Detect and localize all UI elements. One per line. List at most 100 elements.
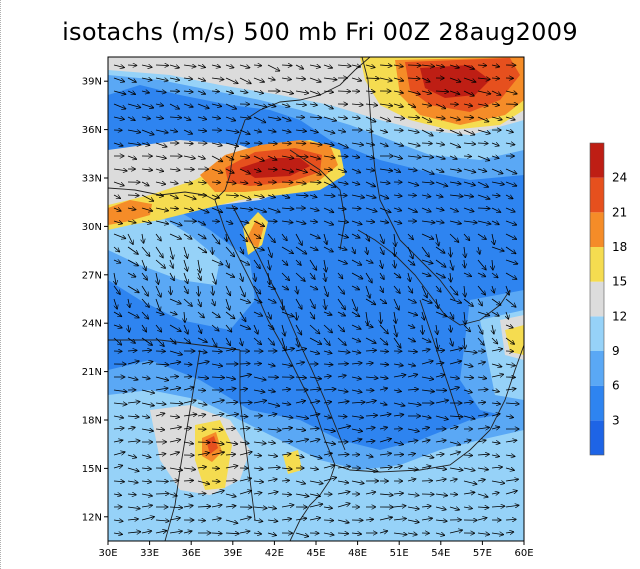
wind-vector-arrow — [127, 156, 136, 159]
wind-vector-arrow — [379, 414, 391, 416]
wind-vector-arrow — [155, 298, 160, 311]
wind-vector-arrow — [435, 285, 441, 292]
wind-vector-arrow — [155, 182, 165, 184]
wind-vector-arrow — [463, 207, 474, 212]
wind-vector-arrow — [323, 442, 335, 444]
wind-vector-arrow — [463, 390, 472, 392]
wind-vector-arrow — [155, 376, 168, 380]
wind-vector-arrow — [393, 104, 403, 107]
wind-vector-arrow — [393, 298, 399, 310]
wind-vector-arrow — [155, 104, 163, 106]
wind-vector-arrow — [450, 324, 451, 332]
lon-tick-label: 60E — [514, 548, 533, 559]
wind-vector-arrow — [505, 440, 517, 442]
wind-vector-arrow — [253, 169, 261, 171]
wind-vector-arrow — [422, 324, 423, 334]
wind-vector-arrow — [267, 479, 277, 481]
wind-vector-arrow — [491, 533, 503, 535]
wind-vector-arrow — [113, 311, 121, 316]
wind-vector-arrow — [351, 285, 359, 290]
wind-vector-arrow — [141, 362, 153, 364]
wind-vector-arrow — [380, 285, 383, 292]
wind-vector-arrow — [309, 130, 318, 132]
wind-vector-arrow — [295, 78, 305, 79]
wind-vector-arrow — [436, 324, 437, 334]
wind-vector-arrow — [449, 129, 462, 135]
wind-vector-arrow — [337, 337, 346, 345]
wind-vector-arrow — [337, 454, 349, 455]
wind-vector-arrow — [379, 467, 392, 468]
wind-vector-arrow — [127, 311, 139, 318]
wind-vector-arrow — [253, 400, 266, 403]
wind-vector-arrow — [407, 311, 417, 315]
wind-vector-arrow — [253, 298, 262, 303]
wind-vector-arrow — [463, 402, 473, 403]
wind-vector-arrow — [267, 155, 277, 160]
wind-vector-arrow — [449, 207, 458, 212]
wind-vector-arrow — [309, 428, 319, 429]
wind-vector-arrow — [281, 389, 290, 390]
wind-vector-arrow — [225, 349, 235, 351]
wind-vector-arrow — [477, 389, 488, 390]
wind-vector-arrow — [435, 440, 446, 442]
wind-vector-arrow — [295, 195, 308, 196]
wind-vector-arrow — [435, 130, 443, 131]
wind-vector-arrow — [309, 439, 320, 442]
wind-vector-arrow — [505, 325, 513, 328]
wind-vector-arrow — [407, 169, 417, 170]
wind-vector-arrow — [421, 195, 430, 197]
wind-vector-arrow — [197, 130, 206, 131]
wind-vector-arrow — [155, 520, 169, 521]
wind-vector-arrow — [141, 350, 151, 351]
wind-vector-arrow — [197, 220, 205, 225]
wind-vector-arrow — [309, 77, 321, 82]
wind-vector-arrow — [449, 416, 462, 417]
wind-vector-arrow — [505, 91, 517, 94]
wind-vector-arrow — [253, 429, 261, 430]
wind-vector-arrow — [407, 468, 418, 470]
wind-vector-arrow — [239, 374, 251, 377]
wind-vector-arrow — [114, 272, 116, 284]
wind-vector-arrow — [463, 143, 475, 144]
wind-vector-arrow — [449, 182, 461, 184]
wind-vector-arrow — [449, 156, 457, 159]
wind-vector-arrow — [253, 468, 263, 469]
wind-vector-arrow — [211, 78, 223, 80]
wind-vector-arrow — [253, 324, 258, 334]
wind-vector-arrow — [379, 453, 391, 455]
wind-vector-arrow — [449, 169, 461, 171]
wind-vector-arrow — [351, 402, 365, 403]
wind-vector-arrow — [435, 375, 444, 377]
wind-vector-arrow — [477, 377, 486, 378]
wind-vector-arrow — [141, 246, 150, 256]
wind-vector-arrow — [141, 481, 151, 482]
wind-vector-arrow — [169, 103, 179, 109]
wind-vector-arrow — [379, 78, 392, 81]
wind-vector-arrow — [267, 64, 279, 71]
wind-vector-arrow — [435, 143, 444, 145]
wind-vector-arrow — [379, 246, 384, 254]
wind-vector-arrow — [407, 117, 419, 118]
wind-vector-arrow — [337, 466, 350, 468]
colorbar-swatch — [590, 420, 604, 455]
wind-vector-arrow — [393, 156, 402, 159]
colorbar-label: 9 — [612, 344, 620, 358]
wind-vector-arrow — [169, 208, 178, 209]
wind-vector-arrow — [267, 390, 275, 392]
colorbar-label: 18 — [612, 240, 627, 254]
wind-vector-arrow — [239, 156, 249, 157]
wind-vector-arrow — [267, 169, 277, 170]
wind-vector-arrow — [169, 427, 181, 429]
wind-vector-arrow — [309, 298, 315, 308]
wind-vector-arrow — [463, 195, 473, 197]
wind-vector-arrow — [323, 337, 330, 345]
wind-vector-arrow — [295, 532, 308, 536]
wind-vector-arrow — [127, 208, 136, 210]
wind-vector-arrow — [197, 246, 206, 252]
wind-vector-arrow — [477, 324, 483, 334]
wind-vector-arrow — [225, 442, 237, 444]
wind-vector-arrow — [505, 389, 516, 390]
wind-vector-arrow — [450, 311, 453, 319]
wind-vector-arrow — [253, 103, 267, 107]
wind-vector-arrow — [393, 337, 401, 348]
